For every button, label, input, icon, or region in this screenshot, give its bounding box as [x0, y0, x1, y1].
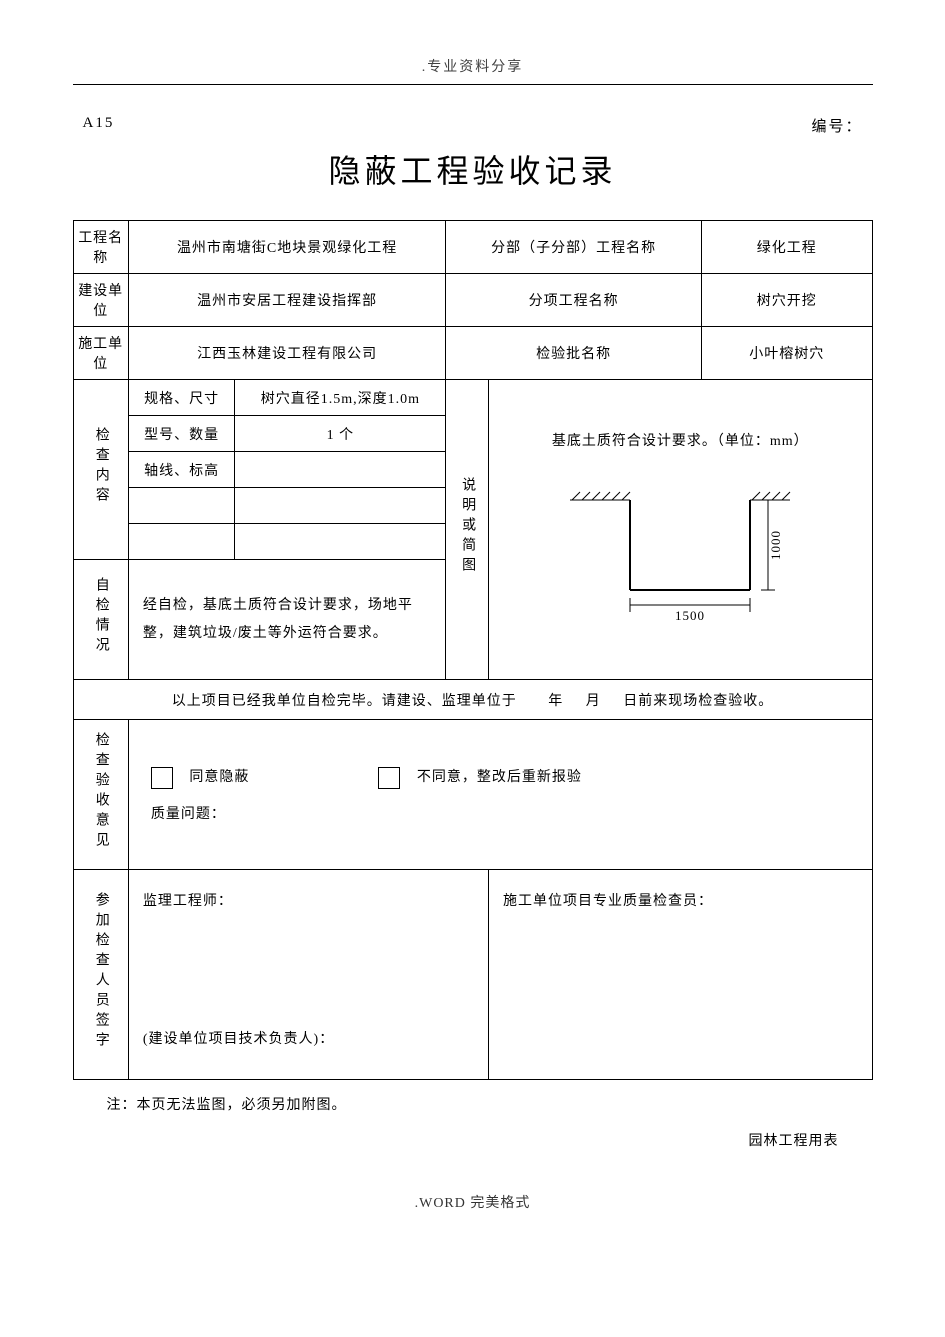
header-rule — [73, 84, 873, 85]
cell-build-unit-label: 建设单位 — [73, 274, 128, 327]
cell-subproject-label: 分部（子分部）工程名称 — [446, 221, 702, 274]
inspect-section-label: 检查内容 — [73, 380, 128, 560]
cell-batch-label: 检验批名称 — [446, 327, 702, 380]
opinion-section-label: 检查验收意见 — [73, 720, 128, 870]
cell-item-label: 分项工程名称 — [446, 274, 702, 327]
issues-label: 质量问题： — [151, 803, 850, 823]
inspect-r2-value: 1 个 — [235, 416, 446, 452]
page-header: .专业资料分享 — [73, 56, 873, 76]
cell-project-label: 工程名称 — [73, 221, 128, 274]
sign-supervisor: 监理工程师： — [143, 888, 474, 916]
footer-tag: 园林工程用表 — [73, 1130, 839, 1150]
bottom-note: .WORD 完美格式 — [73, 1192, 873, 1212]
sign-left-cell: 监理工程师： (建设单位项目技术负责人)： — [128, 870, 488, 1080]
selfcheck-text: 经自检，基底土质符合设计要求，场地平整，建筑垃圾/废土等外运符合要求。 — [128, 560, 445, 680]
cell-contractor-value: 江西玉林建设工程有限公司 — [128, 327, 445, 380]
request-sentence: 以上项目已经我单位自检完毕。请建设、监理单位于 年 月 日前来现场检查验收。 — [73, 680, 872, 720]
inspect-r4-label — [128, 488, 235, 524]
cell-contractor-label: 施工单位 — [73, 327, 128, 380]
diagram-caption: 基底土质符合设计要求。（单位：mm） — [501, 430, 860, 450]
disagree-checkbox[interactable] — [378, 767, 400, 789]
disagree-label: 不同意，整改后重新报验 — [417, 770, 582, 785]
diagram-width-label: 1500 — [675, 608, 705, 623]
cell-item-value: 树穴开挖 — [702, 274, 872, 327]
inspect-r3-value — [235, 452, 446, 488]
main-title: 隐蔽工程验收记录 — [73, 146, 873, 192]
diagram-height-label: 1000 — [768, 530, 783, 560]
opinion-cell: 同意隐蔽 不同意，整改后重新报验 质量问题： — [128, 720, 872, 870]
inspect-r4-value — [235, 488, 446, 524]
selfcheck-section-label: 自检情况 — [73, 560, 128, 680]
form-table: 工程名称 温州市南塘街C地块景观绿化工程 分部（子分部）工程名称 绿化工程 建设… — [73, 220, 873, 1080]
inspect-r1-value: 树穴直径1.5m,深度1.0m — [235, 380, 446, 416]
cell-subproject-value: 绿化工程 — [702, 221, 872, 274]
diagram-section-label: 说明或简图 — [446, 380, 489, 680]
doc-id: A15 — [73, 115, 115, 136]
inspect-r3-label: 轴线、标高 — [128, 452, 235, 488]
footnote: 注：本页无法监图，必须另加附图。 — [107, 1094, 873, 1114]
cell-batch-value: 小叶榕树穴 — [702, 327, 872, 380]
sign-owner: (建设单位项目技术负责人)： — [143, 1026, 474, 1054]
agree-label: 同意隐蔽 — [189, 770, 249, 785]
sign-contractor: 施工单位项目专业质量检查员： — [503, 888, 858, 916]
sign-section-label: 参加检查人员签字 — [73, 870, 128, 1080]
inspect-r5-label — [128, 524, 235, 560]
sign-right-cell: 施工单位项目专业质量检查员： — [488, 870, 872, 1080]
diagram-cell: 基底土质符合设计要求。（单位：mm） — [488, 380, 872, 680]
inspect-r2-label: 型号、数量 — [128, 416, 235, 452]
inspect-r1-label: 规格、尺寸 — [128, 380, 235, 416]
diagram-svg: 1500 1000 — [550, 470, 810, 630]
doc-number-label: 编号： — [811, 115, 872, 136]
cell-build-unit-value: 温州市安居工程建设指挥部 — [128, 274, 445, 327]
cell-project-value: 温州市南塘街C地块景观绿化工程 — [128, 221, 445, 274]
inspect-r5-value — [235, 524, 446, 560]
agree-checkbox[interactable] — [151, 767, 173, 789]
